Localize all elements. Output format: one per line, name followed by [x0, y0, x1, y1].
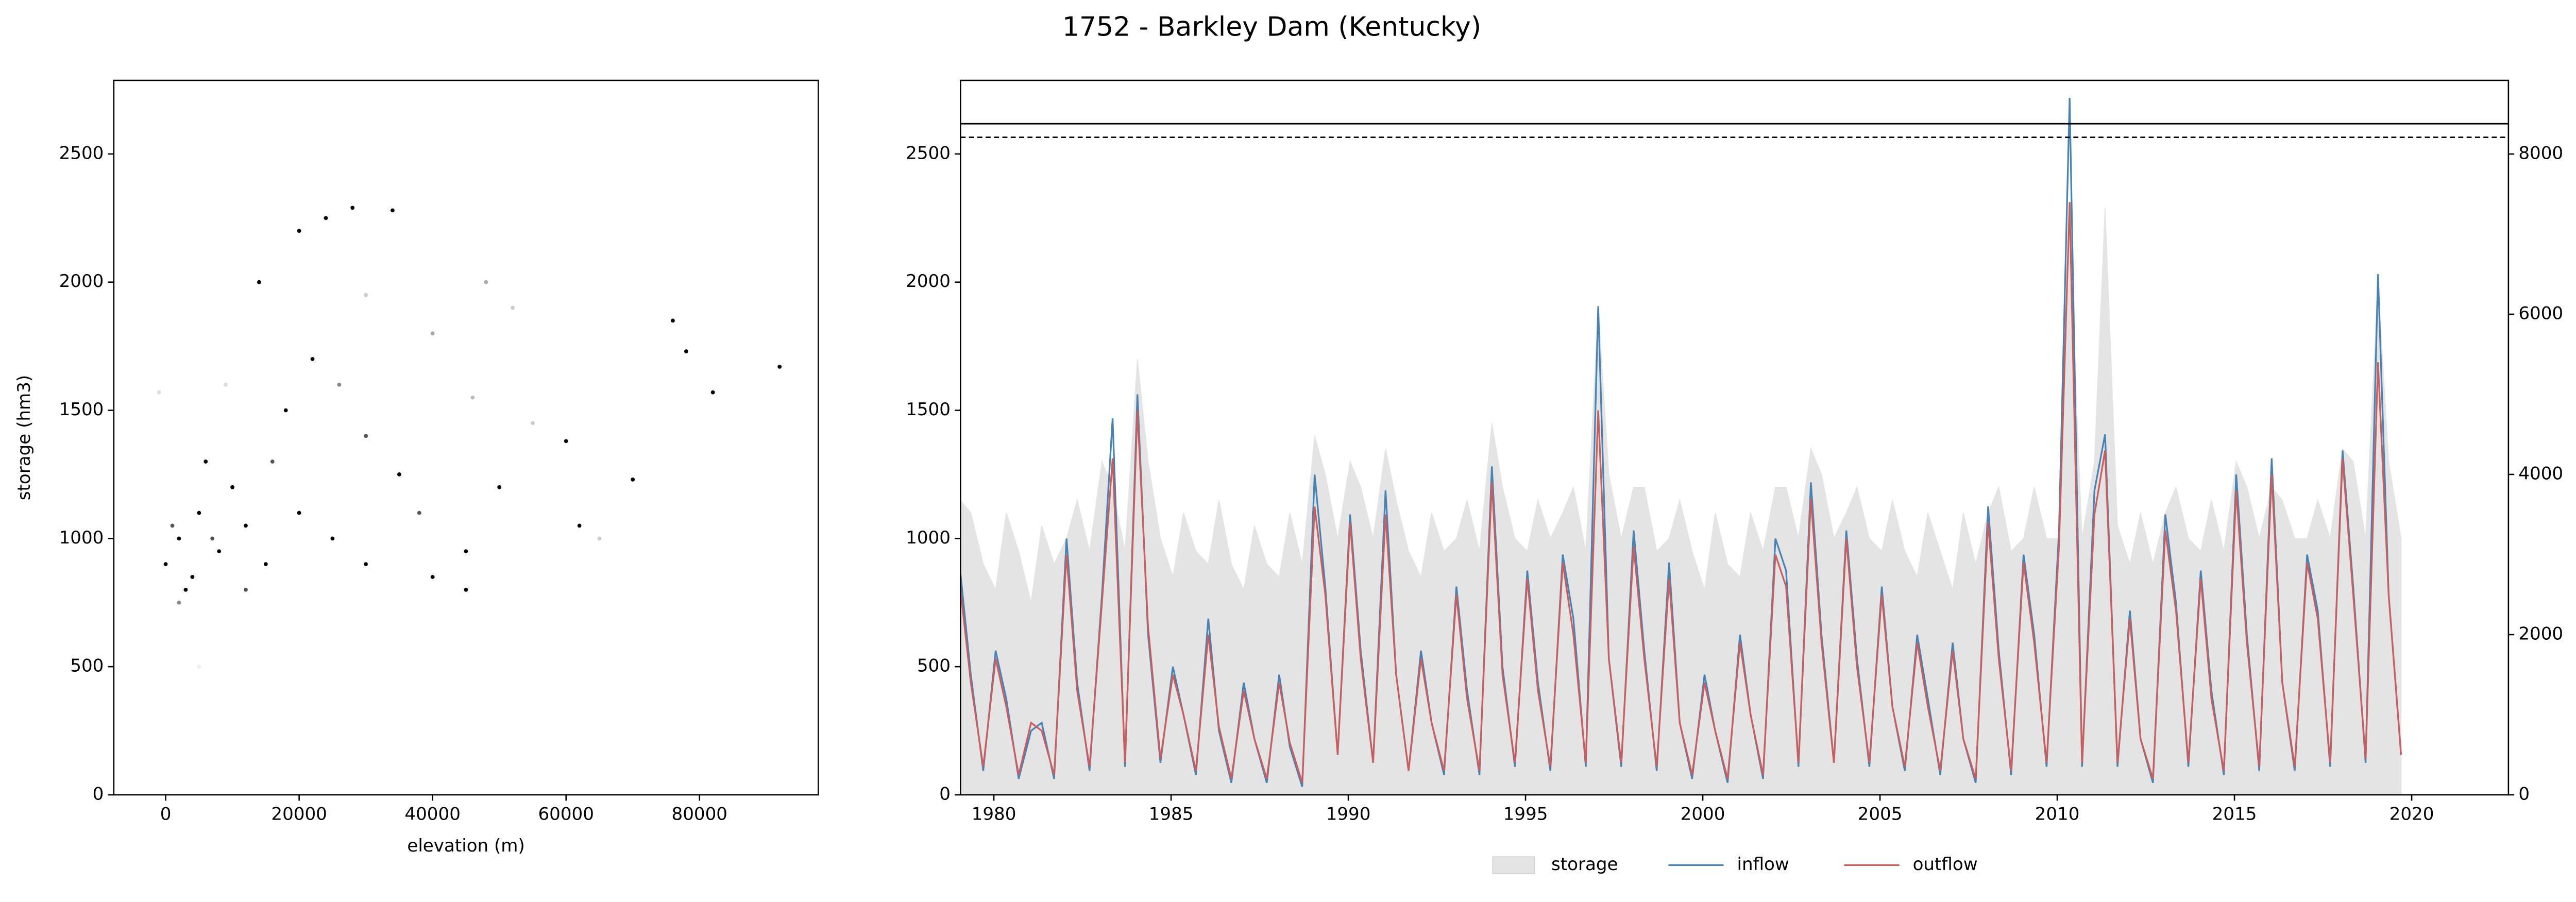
y-tick-label: 1000 — [906, 527, 951, 548]
y-tick-label: 2000 — [59, 271, 104, 292]
x-tick-label: 1995 — [1503, 804, 1548, 824]
scatter-point — [484, 280, 488, 284]
scatter-point — [177, 536, 181, 541]
y-tick-label: 2500 — [906, 143, 951, 163]
y-tick-label: 500 — [70, 656, 104, 676]
x-tick-label: 2010 — [2035, 804, 2080, 824]
x-tick-label: 2000 — [1681, 804, 1725, 824]
plot — [960, 98, 2402, 795]
scatter-point — [224, 382, 228, 387]
scatter-point — [297, 229, 301, 233]
scatter-point — [157, 390, 161, 395]
scatter-point — [777, 365, 782, 369]
x-tick-label: 0 — [160, 804, 172, 824]
x-tick-label: 2015 — [2212, 804, 2257, 824]
y-axis-label: storage (hm3) — [14, 375, 35, 500]
figure-title: 1752 - Barkley Dam (Kentucky) — [1062, 11, 1481, 42]
x-tick-label: 60000 — [538, 804, 594, 824]
scatter-point — [170, 523, 175, 528]
y-tick-label: 8000 — [2518, 143, 2563, 163]
scatter-point — [364, 293, 368, 297]
x-tick-label: 2005 — [1858, 804, 1903, 824]
scatter-point — [244, 523, 248, 528]
scatter-point — [684, 349, 688, 353]
legend-label: outflow — [1913, 854, 1978, 875]
outflow-line — [960, 202, 2402, 784]
x-tick-label: 1985 — [1149, 804, 1194, 824]
axes-frame — [113, 79, 819, 796]
x-tick-label: 1980 — [972, 804, 1016, 824]
scatter-point — [177, 600, 181, 605]
scatter-point — [470, 395, 475, 400]
scatter-point — [417, 510, 421, 515]
scatter-point — [163, 562, 168, 567]
y-tick-label: 6000 — [2518, 303, 2563, 324]
y-tick-label: 1500 — [906, 399, 951, 420]
scatter-point — [511, 305, 515, 310]
scatter-point — [204, 459, 208, 464]
scatter-point — [310, 357, 315, 361]
scatter-point — [597, 536, 602, 541]
y-tick-label: 0 — [93, 784, 104, 804]
scatter-point — [564, 439, 568, 444]
y-tick-label: 2000 — [2518, 623, 2563, 644]
scatter-point — [397, 472, 401, 476]
scatter-point — [270, 459, 275, 464]
y-tick-label: 0 — [939, 784, 951, 804]
y-tick-label: 4000 — [2518, 463, 2563, 484]
y-tick-label: 2500 — [59, 143, 104, 163]
scatter-point — [337, 382, 342, 387]
x-tick-label: 20000 — [271, 804, 327, 824]
x-tick-label: 80000 — [672, 804, 727, 824]
scatter-point — [297, 510, 301, 515]
scatter-point — [671, 318, 675, 323]
scatter-point — [190, 575, 195, 579]
y-tick-label: 500 — [917, 656, 951, 676]
scatter-point — [330, 536, 335, 541]
scatter-point — [210, 536, 215, 541]
scatter-point — [531, 421, 535, 426]
x-axis-label: elevation (m) — [407, 836, 524, 856]
y-tick-label: 1500 — [59, 399, 104, 420]
x-tick-label: 40000 — [404, 804, 460, 824]
scatter-point — [577, 523, 582, 528]
scatter-point — [217, 549, 222, 554]
scatter-point — [197, 510, 201, 515]
scatter-point — [430, 331, 435, 336]
scatter-point — [324, 216, 328, 220]
scatter-point — [183, 587, 188, 592]
scatter-point — [263, 562, 268, 567]
points — [157, 206, 782, 669]
scatter-point — [631, 477, 635, 482]
axes-frame — [960, 79, 2510, 796]
storage-area — [960, 208, 2402, 795]
legend-swatch — [1492, 856, 1535, 874]
scatter-point — [391, 208, 395, 213]
scatter-point — [710, 390, 715, 395]
scatter-point — [230, 485, 234, 489]
scatter-point — [497, 485, 502, 489]
scatter-point — [464, 549, 468, 554]
scatter-point — [257, 280, 261, 284]
scatter-point — [364, 434, 368, 438]
scatter-point — [364, 562, 368, 567]
legend-label: storage — [1551, 854, 1618, 875]
scatter-point — [430, 575, 435, 579]
x-tick-label: 2020 — [2389, 804, 2434, 824]
scatter-point — [464, 587, 468, 592]
y-tick-label: 2000 — [906, 271, 951, 292]
y-tick-label: 1000 — [59, 527, 104, 548]
scatter-point — [244, 587, 248, 592]
scatter-point — [283, 408, 288, 413]
scatter-point — [197, 665, 201, 669]
x-tick-label: 1990 — [1326, 804, 1371, 824]
legend-label: inflow — [1737, 854, 1789, 875]
scatter-point — [350, 206, 355, 210]
y-tick-label: 0 — [2518, 784, 2530, 804]
